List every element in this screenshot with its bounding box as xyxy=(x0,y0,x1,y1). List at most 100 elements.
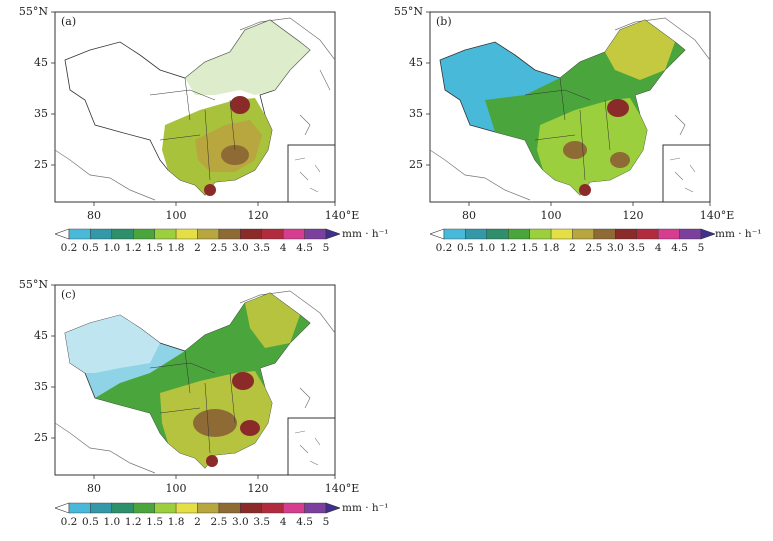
precip-heavy-c2 xyxy=(193,409,237,437)
colorbar-unit-b: mm · h⁻¹ xyxy=(715,228,762,240)
colorbar-tick-label: 3.0 xyxy=(606,242,624,254)
colorbar-tick-label: 1.2 xyxy=(124,242,142,254)
colorbar-tick-label: 1.0 xyxy=(103,242,121,254)
panel-label-b: (b) xyxy=(436,15,452,28)
colorbar-tick-label: 5 xyxy=(322,242,330,254)
lon-tick-100: 100 xyxy=(165,209,187,222)
colorbar-unit-a: mm · h⁻¹ xyxy=(342,228,389,240)
lon-tick-120: 120 xyxy=(247,482,269,495)
lat-tick-45: 45 xyxy=(34,56,48,69)
colorbar-tick-label: 1.2 xyxy=(499,242,517,254)
colorbar-tick-label: 1.8 xyxy=(167,242,185,254)
map-frame-a xyxy=(51,11,336,206)
colorbar-tick-label: 0.2 xyxy=(60,242,78,254)
colorbar-tick-label: 0.5 xyxy=(457,242,474,254)
lon-tick-120: 120 xyxy=(622,209,644,222)
colorbar-labels-b: 0.2 0.5 1.0 1.2 1.5 1.8 2 2.5 3.0 3.5 4 4.5 5 xyxy=(430,242,715,256)
colorbar-min-triangle xyxy=(430,228,445,240)
colorbar-segment xyxy=(111,502,134,514)
colorbar-segment xyxy=(111,228,134,240)
colorbar-tick-label: 0.2 xyxy=(435,242,453,254)
colorbar-tick-label: 0.2 xyxy=(60,516,78,528)
colorbar-max-triangle xyxy=(325,228,340,240)
colorbar-max-triangle xyxy=(700,228,715,240)
panel-label-a: (a) xyxy=(61,15,77,28)
lat-tick-45: 45 xyxy=(34,329,48,342)
colorbar-tick-label: 3.5 xyxy=(253,516,271,528)
lon-tick-100: 100 xyxy=(540,209,562,222)
colorbar-tick-label: 1.2 xyxy=(124,516,142,528)
colorbar-tick-label: 4.5 xyxy=(671,242,688,254)
colorbar-tick-label: 1.0 xyxy=(478,242,496,254)
colorbar-tick-label: 3.5 xyxy=(253,242,271,254)
colorbar-tick-label: 1.5 xyxy=(146,242,163,254)
colorbar-segment xyxy=(175,228,198,240)
colorbar-tick-label: 4 xyxy=(279,516,287,528)
colorbar-tick-label: 4 xyxy=(279,242,287,254)
lat-tick-55: 55°N xyxy=(18,5,48,18)
colorbar-segment xyxy=(154,228,177,240)
colorbar-segment xyxy=(261,502,284,514)
lon-tick-140: 140°E xyxy=(699,209,735,222)
colorbar-segment xyxy=(508,228,530,240)
colorbar-segment xyxy=(218,228,241,240)
precip-north-a xyxy=(185,20,310,95)
lon-tick-120: 120 xyxy=(247,209,269,222)
precip-heavy-a1 xyxy=(230,96,250,114)
colorbar-tick-label: 2 xyxy=(194,516,201,528)
colorbar-segment xyxy=(657,228,680,240)
lat-tick-55: 55°N xyxy=(393,5,423,18)
colorbar-c xyxy=(55,502,340,514)
lon-tick-80: 80 xyxy=(87,209,101,222)
precip-ne-b xyxy=(605,20,675,80)
colorbar-segment xyxy=(197,502,220,514)
lat-tick-55: 55°N xyxy=(18,278,48,291)
precip-heavy-c3 xyxy=(240,420,260,436)
lat-tick-25: 25 xyxy=(34,158,48,171)
colorbar-tick-label: 2 xyxy=(569,242,576,254)
lat-tick-35: 35 xyxy=(34,380,48,393)
colorbar-segment xyxy=(218,502,241,514)
map-frame-b xyxy=(426,11,711,206)
colorbar-tick-label: 1.8 xyxy=(167,516,185,528)
south-china-sea-inset-c xyxy=(287,417,336,476)
colorbar-min-triangle xyxy=(55,228,70,240)
colorbar-segment xyxy=(240,502,262,514)
colorbar-tick-label: 5 xyxy=(322,516,330,528)
colorbar-tick-label: 2.5 xyxy=(210,242,228,254)
colorbar-segment xyxy=(679,228,702,240)
colorbar-segment xyxy=(282,502,305,514)
colorbar-tick-label: 2 xyxy=(194,242,201,254)
colorbar-segment xyxy=(197,228,220,240)
lon-tick-100: 100 xyxy=(165,482,187,495)
panel-a: (a) 55°N 45 35 25 80 100 120 140°E 0.2 0.… xyxy=(0,0,390,255)
precip-heavy-b3 xyxy=(610,152,630,168)
colorbar-segment xyxy=(240,228,262,240)
colorbar-segment xyxy=(133,228,155,240)
colorbar-tick-label: 3.0 xyxy=(231,242,249,254)
colorbar-segment xyxy=(133,502,155,514)
precip-heavy-b1 xyxy=(607,99,629,117)
colorbar-tick-label: 3.0 xyxy=(231,516,249,528)
colorbar-tick-label: 2.5 xyxy=(585,242,603,254)
colorbar-segment xyxy=(593,228,616,240)
colorbar-segment xyxy=(90,502,113,514)
colorbar-unit-c: mm · h⁻¹ xyxy=(342,502,389,514)
colorbar-segment xyxy=(154,502,177,514)
colorbar-a xyxy=(55,228,340,240)
colorbar-segment xyxy=(68,228,91,240)
colorbar-tick-label: 3.5 xyxy=(628,242,646,254)
lat-tick-35: 35 xyxy=(34,107,48,120)
colorbar-segment xyxy=(529,228,552,240)
colorbar-segment xyxy=(175,502,198,514)
precip-heavy-c1 xyxy=(232,372,254,390)
lat-tick-45: 45 xyxy=(409,56,423,69)
colorbar-tick-label: 4 xyxy=(654,242,662,254)
south-china-sea-inset-b xyxy=(662,144,711,203)
colorbar-segment xyxy=(636,228,659,240)
colorbar-segment xyxy=(572,228,595,240)
lat-tick-25: 25 xyxy=(409,158,423,171)
precip-heavy-c4 xyxy=(206,455,218,467)
lon-tick-140: 140°E xyxy=(324,209,360,222)
lon-tick-80: 80 xyxy=(462,209,476,222)
